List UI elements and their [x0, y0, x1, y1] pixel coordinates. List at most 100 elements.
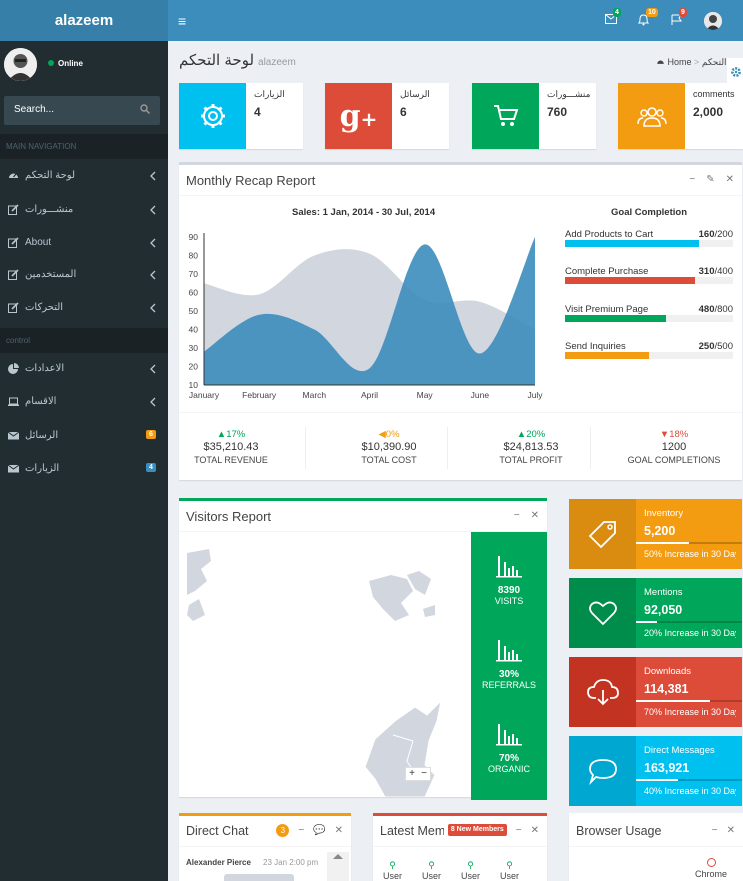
chat-time: 23 Jan 2:00 pm — [263, 858, 319, 867]
stat-total-revenue: ▲17% $35,210.43 TOTAL REVENUE — [194, 429, 268, 465]
chevron-left-icon — [150, 270, 156, 280]
gear-icon — [731, 67, 741, 77]
chat-scrollbar[interactable] — [327, 852, 349, 881]
wrench-icon[interactable]: ✎ — [706, 174, 715, 185]
visitors-report-box: Visitors Report − ✕ + − 8390 VISITS 30% … — [179, 498, 547, 800]
notifications-badge: 10 — [646, 8, 658, 17]
sidebar-item-settings[interactable]: الاعدادات — [0, 354, 168, 384]
chevron-left-icon — [150, 171, 156, 181]
close-icon[interactable]: ✕ — [530, 825, 539, 836]
close-icon[interactable]: ✕ — [530, 510, 539, 521]
envelope-icon[interactable]: 4 — [605, 8, 621, 27]
chat-author: Alexander Pierce — [186, 858, 251, 867]
box-title: Latest Members — [380, 824, 444, 838]
bar-chart-icon — [496, 640, 522, 662]
latest-members-box: Latest Members 8 New Members − ✕ ⚲User ⚲… — [373, 813, 547, 881]
edit-icon — [8, 237, 19, 248]
collapse-icon[interactable]: − — [298, 825, 305, 836]
y-tick-label: 10 — [189, 380, 199, 390]
main-navigation-header: MAIN NAVIGATION — [0, 134, 168, 159]
y-tick-label: 70 — [189, 269, 199, 279]
stat-organic: 70% ORGANIC — [471, 722, 547, 774]
breadcrumb-home-link[interactable]: Home — [667, 57, 692, 67]
breadcrumb: Home > التحكم — [656, 57, 727, 68]
close-icon[interactable]: ✕ — [725, 174, 734, 185]
zoom-out-button[interactable]: − — [421, 768, 427, 779]
sidebar-item-dashboard[interactable]: لوحة التحكم — [0, 161, 168, 191]
edit-icon — [8, 302, 19, 313]
chevron-left-icon — [150, 397, 156, 407]
messages-count-badge: 6 — [146, 430, 156, 439]
user-avatar[interactable] — [704, 12, 722, 30]
search-icon[interactable] — [140, 104, 150, 114]
cloud-download-icon — [569, 657, 636, 727]
sidebar-item-movements[interactable]: التحركات — [0, 293, 168, 323]
zoom-in-button[interactable]: + — [409, 768, 415, 779]
sidebar-item-visits[interactable]: الزيارات 4 — [0, 454, 168, 484]
chat-message — [224, 874, 294, 881]
box-title: Browser Usage — [576, 824, 662, 838]
member-avatar[interactable]: ⚲ User — [383, 860, 403, 881]
collapse-icon[interactable]: − — [513, 510, 520, 521]
box-header: Visitors Report − ✕ — [179, 501, 547, 532]
sales-area-chart: 10 20 30 40 50 60 70 80 90 January February March Ap… — [189, 232, 544, 400]
chevron-left-icon — [150, 205, 156, 215]
visits-count-badge: 4 — [146, 463, 156, 472]
bell-icon[interactable]: 10 — [637, 8, 658, 27]
progress-bar — [636, 621, 742, 623]
sidebar-item-posts[interactable]: منشـــورات — [0, 195, 168, 225]
progress-bar — [636, 542, 742, 544]
y-tick-label: 50 — [189, 306, 199, 316]
dashboard-icon — [657, 60, 664, 64]
close-icon[interactable]: ✕ — [726, 825, 735, 836]
x-tick-label: February — [242, 390, 277, 400]
y-tick-label: 40 — [189, 325, 199, 335]
sidebar-toggle-button[interactable]: ≡ — [178, 13, 187, 29]
app-logo[interactable]: alazeem — [0, 0, 168, 41]
box-title: Direct Chat — [186, 824, 249, 838]
info-box-visits: الزيارات 4 — [179, 83, 303, 149]
progress-bar — [636, 779, 742, 781]
box-header: Monthly Recap Report − ✎ ✕ — [179, 165, 742, 196]
side-box-inventory: Inventory 5,200 50% Increase in 30 Days — [569, 499, 742, 569]
member-avatar[interactable]: ⚲ User — [461, 860, 481, 881]
chevron-left-icon — [150, 238, 156, 248]
sidebar-item-about[interactable]: About — [0, 228, 168, 258]
sidebar-item-sections[interactable]: الاقسام — [0, 387, 168, 417]
envelope-icon — [8, 431, 19, 440]
collapse-icon[interactable]: − — [689, 174, 696, 185]
sidebar-item-users[interactable]: المستخدمين — [0, 260, 168, 290]
y-tick-label: 80 — [189, 251, 199, 261]
members-list: ⚲ User ⚲ User ⚲ User ⚲ User — [383, 860, 519, 881]
control-sidebar-toggle[interactable] — [727, 58, 743, 84]
progress-bar — [565, 240, 733, 247]
x-tick-label: March — [303, 390, 327, 400]
x-tick-label: July — [527, 390, 543, 400]
y-tick-label: 20 — [189, 362, 199, 372]
x-tick-label: April — [361, 390, 378, 400]
stat-referrals: 30% REFERRALS — [471, 638, 547, 690]
member-avatar[interactable]: ⚲ User — [422, 860, 442, 881]
collapse-icon[interactable]: − — [711, 825, 718, 836]
box-tools: 3 − 💬 ✕ — [276, 824, 343, 837]
tag-icon — [569, 499, 636, 569]
circle-icon — [706, 858, 716, 867]
gear-icon — [179, 83, 246, 149]
box-header: Direct Chat 3 − 💬 ✕ — [179, 816, 351, 847]
world-map[interactable] — [179, 535, 471, 797]
comments-icon[interactable]: 💬 — [313, 825, 326, 836]
collapse-icon[interactable]: − — [515, 825, 522, 836]
close-icon[interactable]: ✕ — [334, 825, 343, 836]
stat-total-profit: ▲20% $24,813.53 TOTAL PROFIT — [499, 429, 563, 465]
goal-completion-title: Goal Completion — [611, 207, 687, 218]
goal-add-products: Add Products to Cart 160/200 — [565, 229, 733, 247]
flag-icon[interactable]: 9 — [671, 8, 687, 27]
goal-visit-premium: Visit Premium Page 480/800 — [565, 304, 733, 322]
laptop-icon — [8, 397, 19, 406]
sidebar-search-input[interactable]: Search... — [4, 96, 160, 125]
box-header: Browser Usage − ✕ — [569, 816, 743, 847]
sidebar-item-messages[interactable]: الرسائل 6 — [0, 421, 168, 451]
member-avatar[interactable]: ⚲ User — [500, 860, 520, 881]
new-members-badge: 8 New Members — [447, 824, 507, 836]
y-tick-label: 60 — [189, 288, 199, 298]
